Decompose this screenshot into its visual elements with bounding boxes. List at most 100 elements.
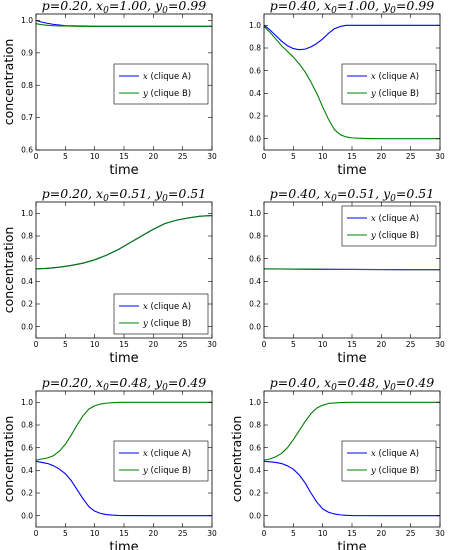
y-tick-label: 0.2 — [21, 300, 33, 309]
x-tick-label: 0 — [262, 340, 267, 349]
y-tick-label: 0.4 — [21, 277, 33, 286]
x-axis-label: time — [109, 540, 138, 550]
legend: x (clique A) y (clique B) — [113, 440, 209, 482]
legend-label-y: y (clique B) — [370, 466, 419, 476]
legend-label-x: x (clique A) — [371, 72, 419, 82]
legend-box — [113, 293, 209, 335]
legend-label-y: y (clique B) — [370, 231, 419, 241]
chart-panel-1: p=0.20, x0=1.00, y0=0.99 0 5 10 15 20 25 30 0.6 0… — [1, 0, 217, 178]
y-tick-label: 0.4 — [249, 466, 261, 475]
x-axis-label: time — [337, 163, 366, 178]
x-tick-label: 5 — [63, 152, 68, 161]
y-tick-label: 0.9 — [21, 48, 33, 57]
x-tick-label: 25 — [178, 529, 188, 538]
x-tick-label: 25 — [406, 529, 416, 538]
x-tick-label: 25 — [178, 340, 188, 349]
y-tick-label: 0.0 — [249, 322, 261, 331]
legend-label-y: y (clique B) — [142, 319, 191, 329]
y-tick-label: 0.8 — [249, 232, 261, 241]
x-tick-label: 10 — [318, 529, 328, 538]
chart-panel-6: p=0.40, x0=0.48, y0=0.49 0 5 10 15 20 25 30 0.0 0… — [229, 375, 445, 550]
x-tick-label: 25 — [406, 340, 416, 349]
legend-label-x: x (clique A) — [143, 449, 191, 459]
x-tick-label: 30 — [207, 529, 217, 538]
legend: x (clique A) y (clique B) — [341, 63, 437, 105]
legend-label-x: x (clique A) — [143, 72, 191, 82]
x-tick-label: 10 — [90, 340, 100, 349]
x-tick-label: 30 — [435, 529, 445, 538]
y-tick-label: 1.0 — [21, 398, 33, 407]
y-axis-label: concentration — [1, 227, 16, 314]
y-tick-label: 0.0 — [249, 134, 261, 143]
legend: x (clique A) y (clique B) — [341, 440, 437, 482]
series-line-y — [264, 26, 440, 140]
legend-label-x: x (clique A) — [143, 302, 191, 312]
x-tick-label: 10 — [90, 152, 100, 161]
chart-title: p=0.20, x0=0.51, y0=0.51 — [42, 186, 206, 204]
y-tick-label: 0.6 — [249, 66, 261, 75]
y-tick-label: 0.0 — [21, 511, 33, 520]
chart-title: p=0.20, x0=0.48, y0=0.49 — [42, 375, 206, 393]
x-tick-label: 15 — [119, 340, 129, 349]
y-tick-label: 0.2 — [249, 300, 261, 309]
y-tick-label: 0.6 — [249, 254, 261, 263]
x-tick-label: 20 — [149, 152, 159, 161]
x-tick-label: 10 — [318, 152, 328, 161]
y-axis-label: concentration — [1, 416, 16, 503]
y-tick-label: 0.8 — [249, 421, 261, 430]
y-axis-label: concentration — [229, 416, 244, 503]
x-tick-label: 5 — [291, 152, 296, 161]
x-tick-label: 20 — [149, 529, 159, 538]
y-tick-label: 0.6 — [21, 443, 33, 452]
y-tick-label: 0.4 — [249, 89, 261, 98]
x-axis-label: time — [109, 163, 138, 178]
legend-box — [113, 440, 209, 482]
y-tick-label: 0.2 — [249, 489, 261, 498]
legend-label-x: x (clique A) — [371, 214, 419, 224]
series-line-x — [36, 215, 212, 270]
series-line-y — [264, 268, 440, 271]
x-tick-label: 0 — [262, 152, 267, 161]
y-tick-label: 0.6 — [249, 443, 261, 452]
legend-label-y: y (clique B) — [370, 89, 419, 99]
x-tick-label: 15 — [347, 152, 357, 161]
legend-box — [341, 63, 437, 105]
chart-title: p=0.40, x0=0.51, y0=0.51 — [270, 186, 434, 204]
x-tick-label: 25 — [178, 152, 188, 161]
chart-title: p=0.20, x0=1.00, y0=0.99 — [42, 0, 206, 16]
legend: x (clique A) y (clique B) — [113, 63, 209, 105]
x-tick-label: 0 — [34, 152, 39, 161]
chart-title: p=0.40, x0=1.00, y0=0.99 — [270, 0, 434, 16]
y-tick-label: 0.8 — [21, 81, 33, 90]
legend-label-y: y (clique B) — [142, 466, 191, 476]
series-line-x — [36, 19, 212, 27]
x-tick-label: 15 — [347, 340, 357, 349]
y-tick-label: 0.2 — [21, 489, 33, 498]
y-tick-label: 0.8 — [249, 44, 261, 53]
x-axis-label: time — [109, 351, 138, 366]
y-tick-label: 0.0 — [21, 322, 33, 331]
x-tick-label: 0 — [262, 529, 267, 538]
x-tick-label: 30 — [207, 340, 217, 349]
legend-box — [113, 63, 209, 105]
x-tick-label: 5 — [63, 529, 68, 538]
chart-panel-5: p=0.20, x0=0.48, y0=0.49 0 5 10 15 20 25 30 0.0 0… — [1, 375, 217, 550]
x-axis-label: time — [337, 540, 366, 550]
legend-box — [341, 440, 437, 482]
x-axis-label: time — [337, 351, 366, 366]
x-tick-label: 20 — [377, 340, 387, 349]
legend-label-y: y (clique B) — [142, 89, 191, 99]
chart-panel-3: p=0.20, x0=0.51, y0=0.51 0 5 10 15 20 25 30 0.0 0… — [1, 186, 217, 366]
y-tick-label: 0.0 — [249, 511, 261, 520]
y-tick-label: 0.4 — [21, 466, 33, 475]
x-tick-label: 10 — [90, 529, 100, 538]
x-tick-label: 10 — [318, 340, 328, 349]
series-line-y — [36, 23, 212, 27]
y-tick-label: 0.8 — [21, 232, 33, 241]
x-tick-label: 30 — [435, 152, 445, 161]
legend: x (clique A) y (clique B) — [341, 205, 437, 247]
chart-title: p=0.40, x0=0.48, y0=0.49 — [270, 375, 434, 393]
x-tick-label: 5 — [291, 529, 296, 538]
series-line-x — [264, 460, 440, 517]
